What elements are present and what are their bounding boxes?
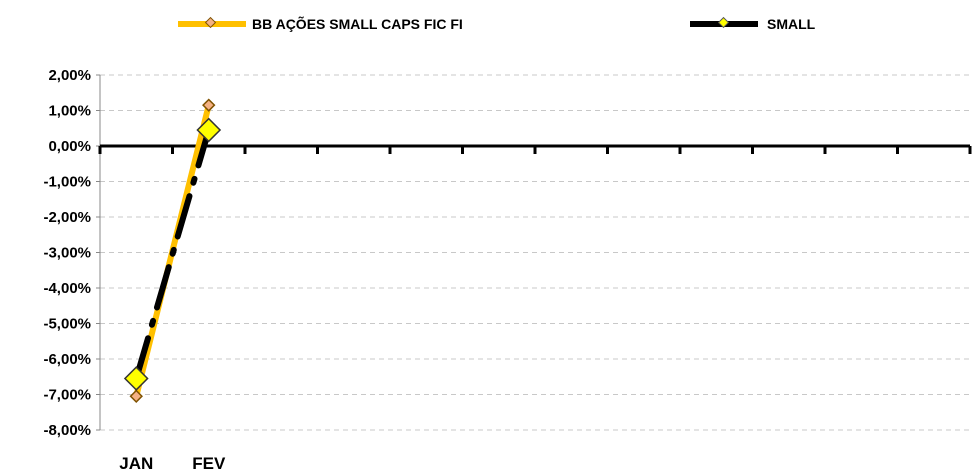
y-tick-label: 2,00% — [48, 67, 91, 84]
legend-label-series-1: BB AÇÕES SMALL CAPS FIC FI — [252, 15, 463, 32]
legend: BB AÇÕES SMALL CAPS FIC FI SMALL — [178, 15, 816, 32]
series-2-point — [196, 117, 222, 143]
legend-label-series-2: SMALL — [767, 16, 816, 32]
y-axis-labels: 2,00% 1,00% 0,00% -1,00% -2,00% -3,00% -4,00% -… — [43, 67, 91, 439]
y-tick-label: -8,00% — [43, 422, 91, 439]
y-tick-label: -7,00% — [43, 387, 91, 404]
y-tick-label: -3,00% — [43, 245, 91, 262]
series-2-line — [133, 127, 212, 382]
gridlines — [100, 74, 970, 431]
y-tick-label: -5,00% — [43, 316, 91, 333]
series — [123, 98, 222, 403]
legend-item-series-1: BB AÇÕES SMALL CAPS FIC FI — [178, 15, 463, 32]
y-tick-label: -4,00% — [43, 280, 91, 297]
legend-marker-series-1 — [204, 16, 217, 29]
series-1-point — [129, 389, 143, 403]
series-2-point — [123, 366, 149, 391]
x-axis-labels: JAN FEV — [119, 454, 226, 473]
y-tick-label: -1,00% — [43, 174, 91, 191]
legend-item-series-2: SMALL — [690, 16, 816, 32]
y-tick-label: -2,00% — [43, 209, 91, 226]
y-tick-label: 1,00% — [48, 103, 91, 120]
series-1-point — [202, 98, 216, 112]
x-tick-label: FEV — [192, 454, 226, 473]
axes — [96, 74, 972, 431]
x-tick-label: JAN — [119, 454, 153, 473]
y-tick-label: -6,00% — [43, 351, 91, 368]
y-tick-label: 0,00% — [48, 138, 91, 155]
legend-marker-series-2 — [717, 16, 730, 29]
